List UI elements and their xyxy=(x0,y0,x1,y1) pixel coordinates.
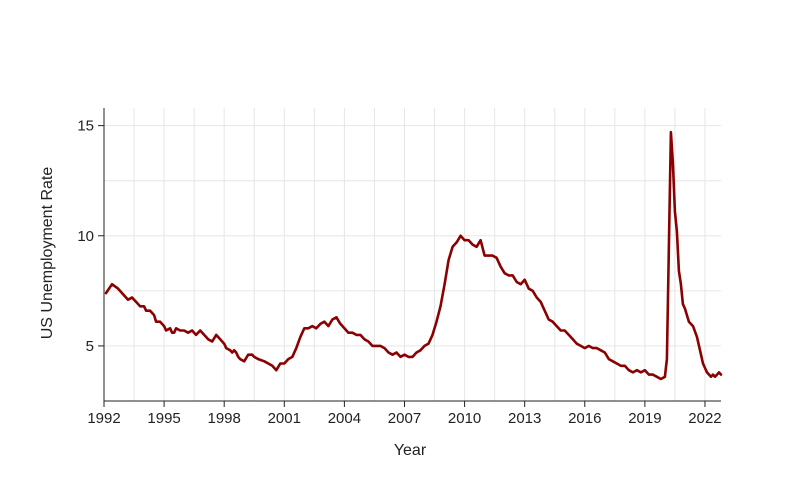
x-tick-label: 2016 xyxy=(568,410,601,427)
y-ticks: 5 10 15 xyxy=(77,118,104,355)
x-tick-label: 2022 xyxy=(688,410,721,427)
x-tick-label: 1998 xyxy=(208,410,241,427)
x-ticks: 1992 1995 1998 2001 2004 2007 2010 2013 2016 2019… xyxy=(87,401,722,427)
y-tick-label: 10 xyxy=(77,228,94,245)
x-tick-label: 2019 xyxy=(628,410,661,427)
x-axis-label: Year xyxy=(394,442,427,459)
x-tick-label: 1995 xyxy=(147,410,180,427)
y-axis-label: US Unemployment Rate xyxy=(39,167,56,340)
x-tick-label: 2010 xyxy=(448,410,481,427)
x-tick-label: 2004 xyxy=(328,410,361,427)
series-line-unemployment xyxy=(104,130,723,381)
y-tick-label: 15 xyxy=(77,118,94,135)
x-tick-label: 1992 xyxy=(87,410,120,427)
x-tick-label: 2013 xyxy=(508,410,541,427)
x-tick-label: 2007 xyxy=(388,410,421,427)
x-tick-label: 2001 xyxy=(268,410,301,427)
y-tick-label: 5 xyxy=(86,338,94,355)
